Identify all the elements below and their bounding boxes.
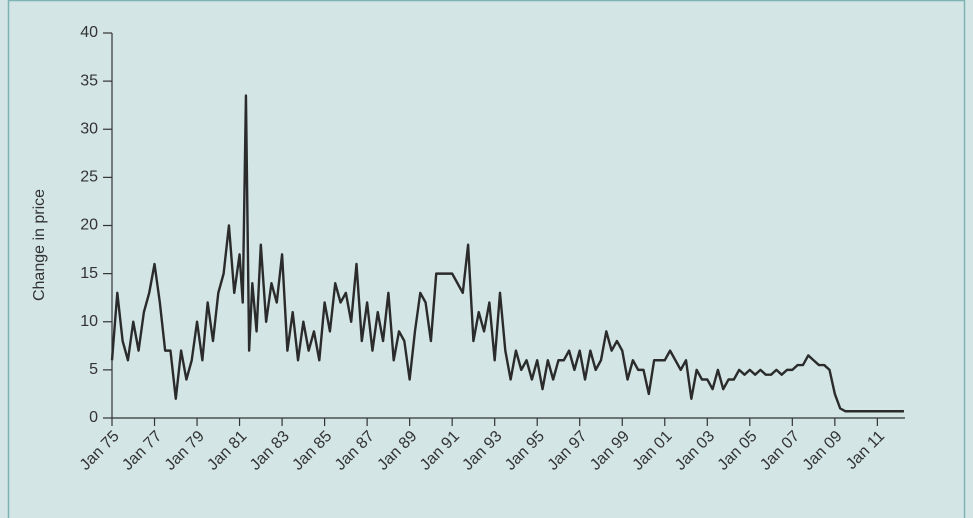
y-tick-label: 35 — [80, 72, 98, 89]
frame — [7, 0, 966, 518]
y-tick-label: 10 — [80, 313, 98, 330]
y-axis-label: Change in price — [31, 189, 48, 301]
y-tick-label: 0 — [89, 409, 98, 426]
price-line — [110, 94, 904, 413]
y-tick-label: 25 — [80, 169, 98, 186]
y-tick-label: 30 — [80, 120, 98, 137]
y-tick-label: 15 — [80, 265, 98, 282]
y-tick-label: 20 — [80, 217, 98, 234]
y-tick-label: 40 — [80, 24, 98, 41]
y-tick-label: 5 — [89, 361, 98, 378]
